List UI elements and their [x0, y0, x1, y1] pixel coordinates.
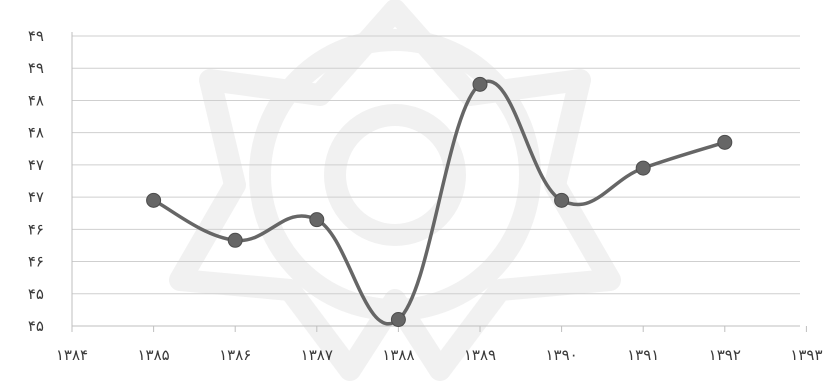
- x-tick-label: ۱۳۸۸: [382, 346, 414, 364]
- y-tick-label: ۴۶: [28, 220, 44, 238]
- data-point: [635, 160, 651, 176]
- y-tick-label: ۴۸: [28, 91, 44, 109]
- data-point: [309, 212, 325, 228]
- y-tick-label: ۴۵: [28, 317, 44, 335]
- data-point: [554, 192, 570, 208]
- series: [146, 76, 733, 328]
- grid: [72, 35, 800, 327]
- y-tick-label: ۴۹: [28, 27, 44, 45]
- y-tick-label: ۴۹: [28, 59, 44, 77]
- series-line: [151, 79, 727, 326]
- x-tick-label: ۱۳۸۹: [464, 346, 496, 364]
- x-tick-label: ۱۳۸۴: [56, 346, 88, 364]
- x-tick-label: ۱۳۹۱: [627, 346, 659, 364]
- y-tick-label: ۴۶: [28, 253, 44, 271]
- y-tick-label: ۴۵: [28, 285, 44, 303]
- x-tick-label: ۱۳۹۰: [545, 346, 577, 364]
- data-point: [227, 232, 243, 248]
- x-tick-label: ۱۳۸۷: [301, 346, 333, 364]
- y-tick-label: ۴۷: [28, 188, 44, 206]
- x-tick-label: ۱۳۸۶: [219, 346, 251, 364]
- y-tick-label: ۴۸: [28, 124, 44, 142]
- x-tick-label: ۱۳۹۲: [709, 346, 741, 364]
- data-point: [472, 76, 488, 92]
- y-tick-labels: ۴۵ ۴۵ ۴۶ ۴۶ ۴۷ ۴۷ ۴۸ ۴۸ ۴۹ ۴۹: [28, 27, 44, 335]
- data-point: [717, 134, 733, 150]
- y-tick-label: ۴۷: [28, 156, 44, 174]
- x-tick-label: ۱۳۸۵: [137, 346, 169, 364]
- watermark-logo: [169, 0, 621, 381]
- data-point: [146, 192, 162, 208]
- x-tick-labels: ۱۳۸۴ ۱۳۸۵ ۱۳۸۶ ۱۳۸۷ ۱۳۸۸ ۱۳۸۹ ۱۳۹۰ ۱۳۹۱ ۱۳۹۲ ۱۳۹۳: [56, 326, 823, 364]
- x-tick-label: ۱۳۹۳: [790, 346, 822, 364]
- data-point: [390, 312, 406, 328]
